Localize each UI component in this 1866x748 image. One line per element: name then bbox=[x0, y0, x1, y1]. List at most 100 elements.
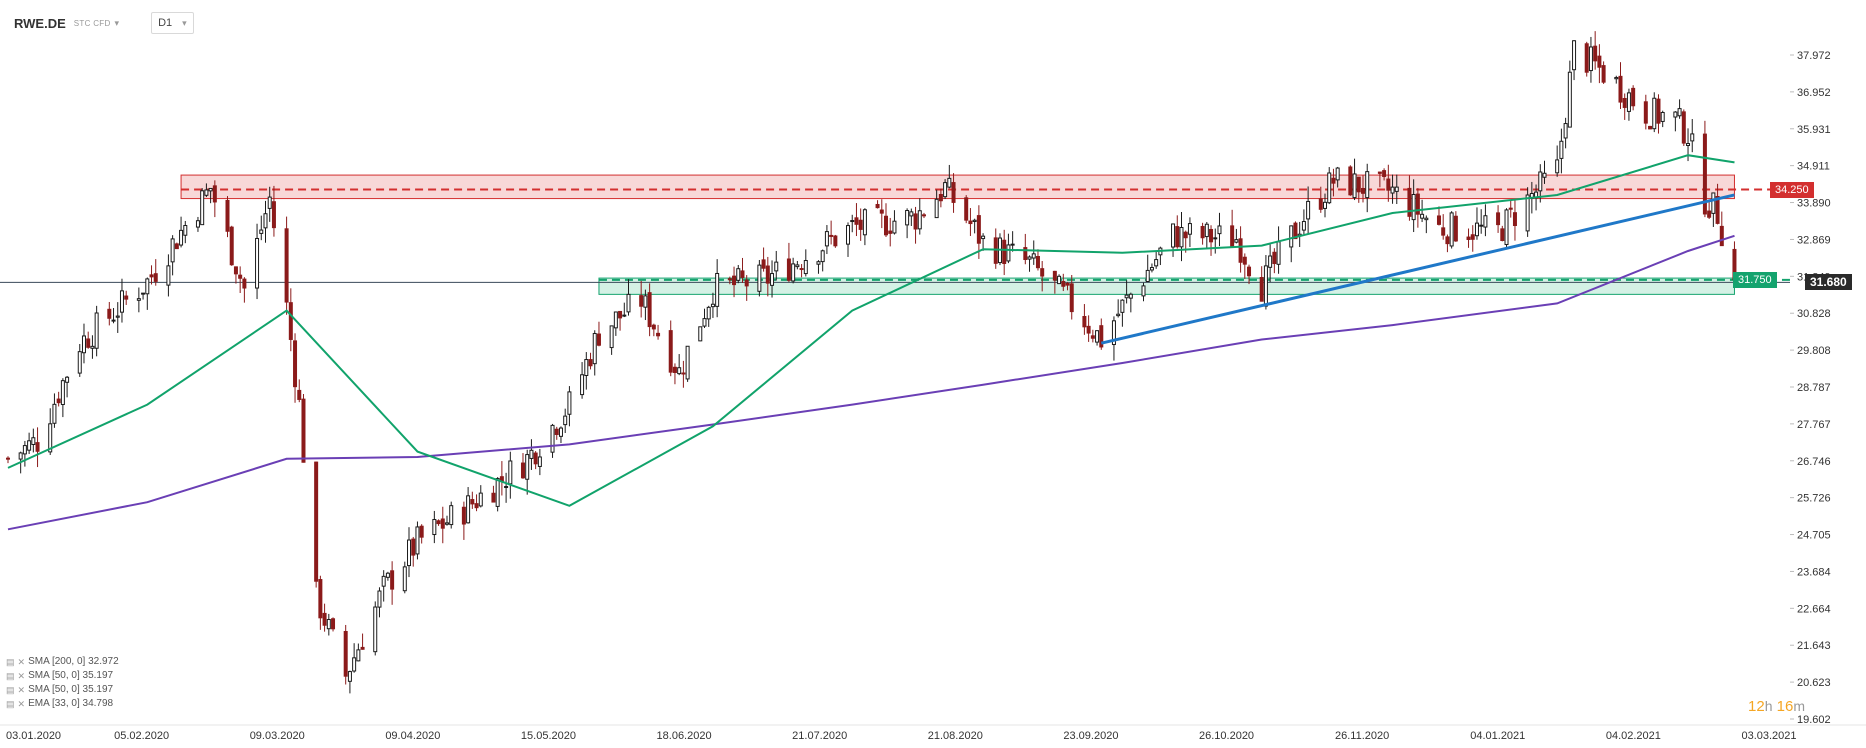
candle-body[interactable] bbox=[596, 333, 601, 346]
candle-body[interactable] bbox=[259, 229, 264, 234]
candle-body[interactable] bbox=[402, 566, 407, 592]
candle-body[interactable] bbox=[1052, 270, 1057, 281]
candle-body[interactable] bbox=[1449, 212, 1454, 247]
candle-body[interactable] bbox=[833, 235, 838, 247]
candle-body[interactable] bbox=[1234, 239, 1239, 243]
candle-body[interactable] bbox=[22, 445, 27, 455]
candle-body[interactable] bbox=[905, 210, 910, 226]
candle-body[interactable] bbox=[862, 209, 867, 236]
candle-body[interactable] bbox=[284, 228, 289, 303]
candle-body[interactable] bbox=[677, 367, 682, 375]
candle-body[interactable] bbox=[681, 372, 686, 375]
candle-body[interactable] bbox=[1259, 277, 1264, 302]
candle-body[interactable] bbox=[795, 264, 800, 268]
candle-body[interactable] bbox=[588, 359, 593, 367]
candle-body[interactable] bbox=[461, 506, 466, 525]
timeframe-select[interactable]: D1 ▾ bbox=[151, 12, 194, 34]
candle-body[interactable] bbox=[1289, 225, 1294, 248]
candle-body[interactable] bbox=[508, 460, 513, 485]
candle-body[interactable] bbox=[1183, 231, 1188, 239]
candle-body[interactable] bbox=[563, 415, 568, 426]
candle-body[interactable] bbox=[1306, 200, 1311, 220]
candle-body[interactable] bbox=[1563, 123, 1568, 139]
candle-body[interactable] bbox=[1386, 178, 1391, 191]
candle-body[interactable] bbox=[1382, 170, 1387, 177]
candle-body[interactable] bbox=[816, 261, 821, 265]
candle-body[interactable] bbox=[52, 403, 57, 424]
candle-body[interactable] bbox=[1023, 247, 1028, 260]
candle-body[interactable] bbox=[968, 220, 973, 225]
candle-body[interactable] bbox=[390, 570, 395, 590]
candle-body[interactable] bbox=[829, 234, 834, 237]
candle-body[interactable] bbox=[1348, 166, 1353, 196]
candle-body[interactable] bbox=[525, 454, 530, 480]
candle-body[interactable] bbox=[170, 238, 175, 263]
candle-body[interactable] bbox=[529, 449, 534, 459]
candle-body[interactable] bbox=[1263, 265, 1268, 307]
candle-body[interactable] bbox=[347, 671, 352, 682]
candle-body[interactable] bbox=[1149, 267, 1154, 271]
candle-body[interactable] bbox=[715, 272, 720, 307]
candle-body[interactable] bbox=[1496, 212, 1501, 226]
candle-body[interactable] bbox=[504, 486, 509, 489]
candle-body[interactable] bbox=[432, 519, 437, 536]
candle-body[interactable] bbox=[1065, 282, 1070, 286]
candle-body[interactable] bbox=[1601, 65, 1606, 83]
candle-body[interactable] bbox=[618, 310, 623, 319]
candle-body[interactable] bbox=[6, 457, 10, 460]
candle-body[interactable] bbox=[770, 273, 775, 286]
candle-body[interactable] bbox=[1187, 223, 1192, 235]
candle-body[interactable] bbox=[179, 229, 184, 246]
candle-body[interactable] bbox=[609, 325, 614, 349]
candle-body[interactable] bbox=[799, 268, 804, 271]
candle-body[interactable] bbox=[18, 452, 23, 460]
menu-icon[interactable]: ▤ bbox=[6, 699, 15, 709]
candle-body[interactable] bbox=[951, 182, 956, 203]
candle-body[interactable] bbox=[1217, 225, 1222, 235]
candle-body[interactable] bbox=[445, 522, 450, 525]
candle-body[interactable] bbox=[343, 630, 348, 677]
candle-body[interactable] bbox=[1588, 46, 1593, 72]
candle-body[interactable] bbox=[1335, 167, 1340, 181]
candle-body[interactable] bbox=[495, 478, 500, 507]
candle-body[interactable] bbox=[60, 380, 65, 406]
candle-body[interactable] bbox=[411, 538, 416, 556]
candle-body[interactable] bbox=[964, 197, 969, 221]
candle-body[interactable] bbox=[1593, 45, 1598, 62]
candle-body[interactable] bbox=[913, 213, 918, 230]
candle-body[interactable] bbox=[1002, 239, 1007, 265]
candle-body[interactable] bbox=[1470, 234, 1475, 240]
candle-body[interactable] bbox=[976, 215, 981, 244]
candle-body[interactable] bbox=[293, 340, 298, 388]
candle-body[interactable] bbox=[1681, 111, 1686, 144]
candle-body[interactable] bbox=[149, 274, 154, 278]
candle-body[interactable] bbox=[27, 440, 32, 451]
candle-body[interactable] bbox=[879, 209, 884, 214]
candle-body[interactable] bbox=[81, 335, 86, 354]
candle-body[interactable] bbox=[153, 273, 158, 282]
candle-body[interactable] bbox=[1331, 177, 1336, 184]
candle-body[interactable] bbox=[1069, 283, 1074, 313]
candle-body[interactable] bbox=[1479, 224, 1484, 227]
candle-body[interactable] bbox=[1179, 227, 1184, 248]
candle-body[interactable] bbox=[639, 295, 644, 307]
candle-body[interactable] bbox=[1424, 217, 1429, 221]
candle-body[interactable] bbox=[1154, 259, 1159, 267]
candle-body[interactable] bbox=[643, 295, 648, 308]
candle-body[interactable] bbox=[1010, 243, 1015, 246]
candle-body[interactable] bbox=[35, 442, 40, 452]
candle-body[interactable] bbox=[297, 389, 302, 400]
candle-body[interactable] bbox=[1711, 192, 1716, 214]
candle-body[interactable] bbox=[94, 312, 99, 349]
candle-body[interactable] bbox=[1567, 71, 1572, 128]
candle-body[interactable] bbox=[850, 220, 855, 223]
candle-body[interactable] bbox=[656, 332, 661, 337]
candle-body[interactable] bbox=[1445, 236, 1450, 245]
legend-item[interactable]: ▤ ✕ SMA [50, 0] 35.197 bbox=[6, 669, 119, 683]
candle-body[interactable] bbox=[440, 518, 445, 529]
candle-body[interactable] bbox=[786, 258, 791, 281]
candle-body[interactable] bbox=[1572, 40, 1577, 71]
candle-body[interactable] bbox=[322, 612, 327, 626]
candle-body[interactable] bbox=[1504, 209, 1509, 246]
candle-body[interactable] bbox=[1242, 256, 1247, 265]
